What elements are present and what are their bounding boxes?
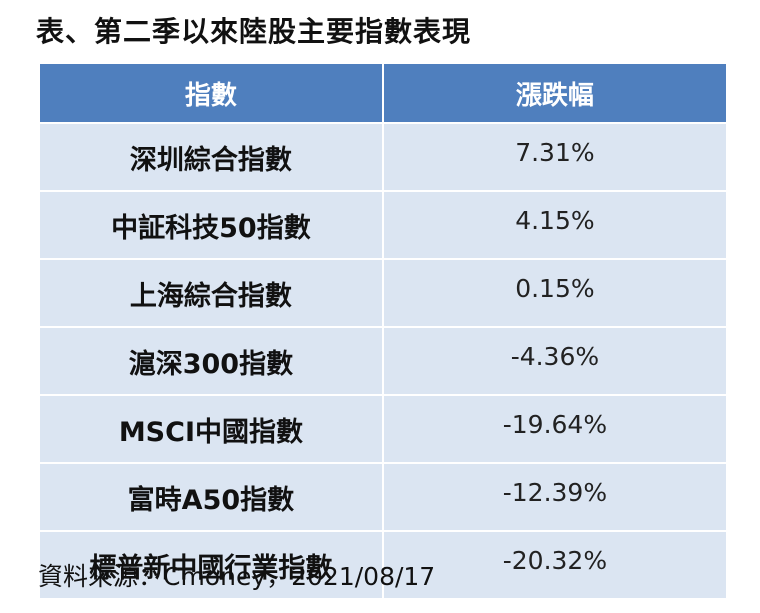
source-note: 資料來源：Cmoney，2021/08/17 [38, 562, 436, 591]
table-header: 指數 漲跌幅 [38, 62, 729, 124]
index-name-cell: 上海綜合指數 [38, 258, 384, 328]
table-header-row: 指數 漲跌幅 [38, 62, 729, 124]
index-name-cell: 滬深300指數 [38, 326, 384, 396]
change-value-cell: 7.31% [381, 122, 729, 192]
page-title: 表、第二季以來陸股主要指數表現 [36, 15, 472, 48]
change-value-cell: -4.36% [381, 326, 729, 396]
change-value-cell: -19.64% [381, 394, 729, 464]
table-row: 上海綜合指數 0.15% [38, 258, 729, 328]
change-value-cell: 4.15% [381, 190, 729, 260]
index-name-cell: 中証科技50指數 [38, 190, 384, 260]
index-name-cell: 標普新中國行業指數 [38, 530, 384, 600]
change-value-cell: 0.15% [381, 258, 729, 328]
column-header-change: 漲跌幅 [381, 62, 729, 124]
index-name-cell: 深圳綜合指數 [38, 122, 384, 192]
table-row: 富時A50指數 -12.39% [38, 462, 729, 532]
table-body: 深圳綜合指數 7.31% 中証科技50指數 4.15% 上海綜合指數 0.15%… [38, 122, 729, 600]
table-row: 滬深300指數 -4.36% [38, 326, 729, 396]
table-row: 深圳綜合指數 7.31% [38, 122, 729, 192]
column-header-index: 指數 [38, 62, 384, 124]
table-row: 標普新中國行業指數 -20.32% [38, 530, 729, 600]
index-performance-table: 指數 漲跌幅 深圳綜合指數 7.31% 中証科技50指數 4.15% 上海綜合指… [38, 62, 729, 600]
index-name-cell: 富時A50指數 [38, 462, 384, 532]
table-row: MSCI中國指數 -19.64% [38, 394, 729, 464]
change-value-cell: -20.32% [381, 530, 729, 600]
change-value-cell: -12.39% [381, 462, 729, 532]
index-name-cell: MSCI中國指數 [38, 394, 384, 464]
table-row: 中証科技50指數 4.15% [38, 190, 729, 260]
